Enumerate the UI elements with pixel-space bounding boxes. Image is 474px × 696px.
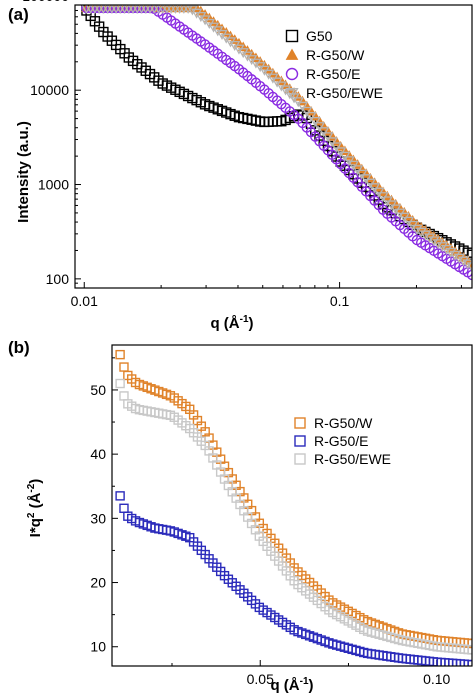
data-point [466,269,472,281]
panel-a-label: (a) [8,5,29,24]
data-point [190,8,203,19]
panel-b-label: (b) [8,338,30,357]
y-tick-label: 40 [90,446,106,462]
data-point [440,244,453,256]
panel-b-x-axis-title: q (Å-1) [270,676,313,694]
data-point [115,378,125,389]
data-point [301,106,313,117]
y-tick-label: 1000 [38,177,69,193]
y-tick-label: 10 [90,639,106,655]
data-point [322,132,334,143]
data-point [305,111,317,123]
panel-b-ticks: 0.05 0.10 10 20 30 40 50 [90,357,451,687]
panel-b-y-axis-title: I*q2 (Å-2) [26,479,44,538]
x-tick-label: 0.01 [71,293,98,309]
legend-marker [285,87,299,100]
data-point [411,224,423,235]
data-point [415,227,427,238]
data-point [115,491,125,501]
series-r-g50-w [81,5,472,268]
data-point [186,5,198,16]
data-point [313,122,326,133]
series-r-g50-ewe [115,378,472,655]
data-point [466,249,472,260]
panel-a-marks [81,5,472,281]
data-point [119,391,129,401]
y-tick-label: 10000 [30,82,69,98]
data-point [326,137,338,148]
legend-marker [285,48,299,60]
data-point [428,236,440,247]
data-point [195,11,207,23]
legend-entry: R-G50/EWE [314,451,391,467]
data-point [467,638,472,649]
data-point [457,256,470,267]
panel-a: (a) Intensity (a.u.) q (Å-1) 0.01 0.1 100 1… [8,0,473,332]
legend-entry: G50 [306,28,333,44]
legend-entry: R-G50/E [306,66,360,82]
panel-b-marks [115,349,472,666]
legend-marker [294,435,306,447]
legend-marker [294,417,306,429]
data-point [119,503,129,513]
data-point [424,233,436,244]
x-tick-label: 0.10 [423,671,450,687]
series-r-g50-ewe [81,5,472,273]
data-point [318,127,330,138]
data-point [183,5,194,14]
series-r-g50-w [115,349,472,649]
series-r-g50-e [115,491,472,666]
panel-a-legend: G50 R-G50/W R-G50/E R-G50/EWE [285,28,383,101]
y-tick-label: 20 [90,575,106,591]
data-point [445,247,457,258]
data-point [453,253,465,264]
data-point [115,349,125,360]
data-point [419,230,431,241]
panel-a-frame [74,4,473,289]
panel-b-legend: R-G50/W R-G50/E R-G50/EWE [294,415,391,467]
data-point [432,239,444,250]
data-point [449,250,461,261]
data-point [296,101,309,112]
y-tick-label: 50 [90,382,106,398]
x-tick-label: 0.05 [247,671,274,687]
y-tick-label: 30 [90,510,106,526]
data-point [119,362,129,372]
legend-marker [294,453,306,465]
data-point [467,660,472,666]
legend-entry: R-G50/W [314,415,373,431]
series-r-g50-e [81,5,472,281]
legend-entry: R-G50/EWE [306,85,383,101]
data-point [436,242,448,253]
data-point [462,259,472,270]
data-point [466,262,472,273]
panel-a-y-axis-title: Intensity (a.u.) [15,121,32,223]
data-point [467,645,472,655]
panel-a-x-axis-title: q (Å-1) [210,314,253,332]
legend-marker [285,29,299,43]
data-point [330,142,343,153]
y-tick-label: 100 [46,271,70,287]
x-tick-label: 0.1 [330,293,350,309]
legend-marker [285,67,299,81]
legend-entry: R-G50/E [314,433,368,449]
y-tick-label: 100000 [22,0,69,4]
data-point [309,117,321,128]
panel-b-frame [111,344,473,667]
panel-b: (b) I*q2 (Å-2) q (Å-1) 0.05 0.10 10 20 30 40 5… [8,338,473,694]
legend-entry: R-G50/W [306,47,365,63]
